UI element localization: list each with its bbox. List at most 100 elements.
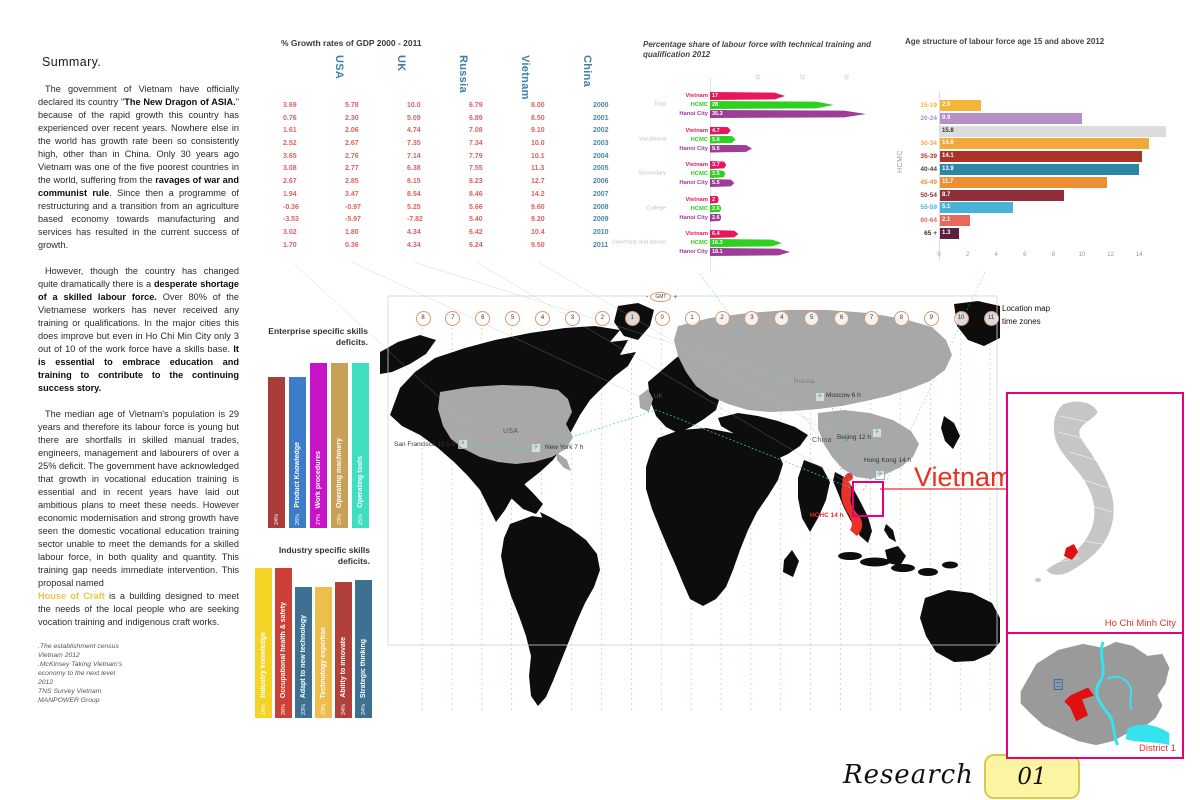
training-row: Hanoi City 2.6 xyxy=(674,213,904,222)
skills-bar-label: Ability to innovate xyxy=(340,637,347,698)
timezone-number: 5 xyxy=(804,311,820,326)
gdp-value: 10.4 xyxy=(531,228,545,236)
timezone-number: 6 xyxy=(475,311,491,326)
gdp-value: 3.47 xyxy=(345,190,359,198)
city-label-hchc: HCHC 14 h xyxy=(810,512,844,519)
skills-bar-percent: 16% xyxy=(260,703,267,715)
skills-bar: Occupational health & safety 26% xyxy=(275,568,292,718)
training-row: HCMC 5.8 xyxy=(674,135,904,144)
gdp-value: 6.38 xyxy=(407,165,421,173)
training-bar xyxy=(710,92,786,100)
age-bar-value: 9.9 xyxy=(942,114,951,121)
gdp-value: 7.55 xyxy=(469,165,483,173)
timezone-number: 7 xyxy=(445,311,461,326)
training-groups: Total Vietnam 17 HCMC 28 Hanoi City 35.3 Vocati… xyxy=(604,92,904,256)
age-row: 55-59 5.1 xyxy=(908,202,1188,214)
skills-bar: Adapt to new technology 23% xyxy=(295,587,312,718)
skills-bar-percent: 26% xyxy=(280,703,287,715)
gdp-value: 5.09 xyxy=(407,114,421,122)
age-axis-tick: 4 xyxy=(994,252,998,258)
city-label-moscow: Moscow 6 h xyxy=(826,392,861,399)
gdp-value: 11.3 xyxy=(531,165,545,173)
age-bar xyxy=(940,202,1013,214)
training-bar xyxy=(710,248,790,256)
age-bar xyxy=(940,176,1108,188)
training-bar xyxy=(710,213,722,222)
training-group-label: Vocational xyxy=(639,136,666,142)
skills-bar-label: Product Knowledge xyxy=(294,442,301,508)
gdp-chart-title: % Growth rates of GDP 2000 - 2011 xyxy=(281,38,422,48)
gdp-value: 8.50 xyxy=(531,114,545,122)
age-bar xyxy=(940,125,1166,137)
training-axis-tick: 10 xyxy=(754,74,761,80)
training-group-label: University and Above xyxy=(611,239,666,246)
gdp-header-row: USA UK Russia Vietnam China xyxy=(283,55,637,107)
training-row: HCMC 2.6 xyxy=(674,204,904,213)
gdp-column-header: USA xyxy=(333,55,345,80)
age-bar-value: 15.8 xyxy=(942,127,954,134)
age-bar xyxy=(940,227,959,239)
training-group-label: College xyxy=(646,205,666,211)
gdp-value: 6.79 xyxy=(469,102,483,109)
gdp-column-header: China xyxy=(581,55,593,88)
age-category-label: 60-64 xyxy=(920,217,937,225)
timezone-number: 1 xyxy=(624,311,640,326)
training-series-label: Vietnam xyxy=(685,196,708,203)
summary-bold: ravages of war and communist rule xyxy=(38,175,239,198)
skills-bar-percent: 25% xyxy=(357,513,364,525)
training-series-label: HCMC xyxy=(690,136,708,143)
gdp-value: 9.10 xyxy=(531,127,545,135)
training-group: College Vietnam 2 HCMC 2.6 Hanoi City 2.6 xyxy=(604,195,904,222)
training-group: Total Vietnam 17 HCMC 28 Hanoi City 35.3 xyxy=(604,92,904,118)
hcmc-marker xyxy=(1064,544,1078,560)
footnote-line: TNS Survey Vietnam xyxy=(38,688,102,695)
gdp-value: 1.80 xyxy=(345,228,359,236)
summary-paragraph-3: The median age of Vietnam's population i… xyxy=(38,408,239,629)
city-label-beijing: Beijing 12 h xyxy=(837,434,871,441)
gdp-value: 3.65 xyxy=(283,152,297,160)
summary-text: . Since then a programme of restructurin… xyxy=(38,188,239,250)
gdp-year-cell: 2001 xyxy=(593,114,609,122)
training-bar xyxy=(710,110,867,118)
training-row: Vietnam 17 xyxy=(674,92,904,100)
age-category-label: 45-49 xyxy=(920,178,937,186)
training-row: Vietnam 2 xyxy=(674,195,904,204)
city-label-new-york: New York 7 h xyxy=(545,444,584,451)
district-map-panel: District 1 xyxy=(1006,632,1184,759)
age-category-label: 40-44 xyxy=(920,165,937,173)
country-label-uk: UK xyxy=(654,394,663,400)
gdp-value: 5.78 xyxy=(345,102,359,109)
training-series-label: Hanoi City xyxy=(679,180,708,186)
timezone-number: 6 xyxy=(834,311,850,326)
age-category-label: 55-59 xyxy=(920,204,937,212)
gdp-table-body: 3.69 5.78 10.0 6.79 8.00 2000 0.76 2.30 5.09 6.89… xyxy=(283,100,637,252)
skills-bar: 24% xyxy=(268,377,285,528)
summary-bold: desperate shortage of a skilled labour f… xyxy=(38,279,240,302)
training-bar-value: 35.3 xyxy=(712,111,723,117)
footnote-line: 2012 xyxy=(38,679,54,686)
summary-text: However, though the country has changed … xyxy=(38,266,239,289)
gdp-year-cell: 2005 xyxy=(593,165,609,173)
age-row: 65 + 1.3 xyxy=(908,227,1188,239)
country-label-china: China xyxy=(812,437,832,444)
training-chart: 10 20 30 Total Vietnam 17 HCMC 28 Hanoi City 35.… xyxy=(604,74,904,272)
age-chart: 15-19 2.9 20-24 9.9 15.8 30-34 14.6 35-39 14.1 40… xyxy=(908,91,1188,261)
skills-bar: Industry knowledge 16% xyxy=(255,568,272,718)
age-row: 35-39 14.1 xyxy=(908,151,1188,163)
timezone-number: 4 xyxy=(774,311,790,326)
hcmc-map-label: Ho Chi Minh City xyxy=(1104,618,1176,629)
age-category-label: 35-39 xyxy=(920,153,937,161)
timezone-number: 3 xyxy=(744,311,760,326)
gdp-column-header: UK xyxy=(395,55,407,72)
gdp-value: 10.0 xyxy=(531,140,545,148)
age-bar-value: 5.1 xyxy=(942,204,951,211)
training-axis-tick: 30 xyxy=(842,74,849,80)
training-bar-value: 18.1 xyxy=(712,249,723,255)
gmt-minus: - xyxy=(646,293,649,301)
district-map-label: District 1 xyxy=(1139,743,1176,754)
training-group: University and Above Vietnam 6.4 HCMC 16.3 Ha… xyxy=(604,230,904,256)
training-series-label: Vietnam xyxy=(685,127,708,134)
age-axis-tick: 14 xyxy=(1135,252,1143,258)
training-bar xyxy=(710,135,736,144)
skills-bar: Operating machinery 23% xyxy=(331,363,348,528)
